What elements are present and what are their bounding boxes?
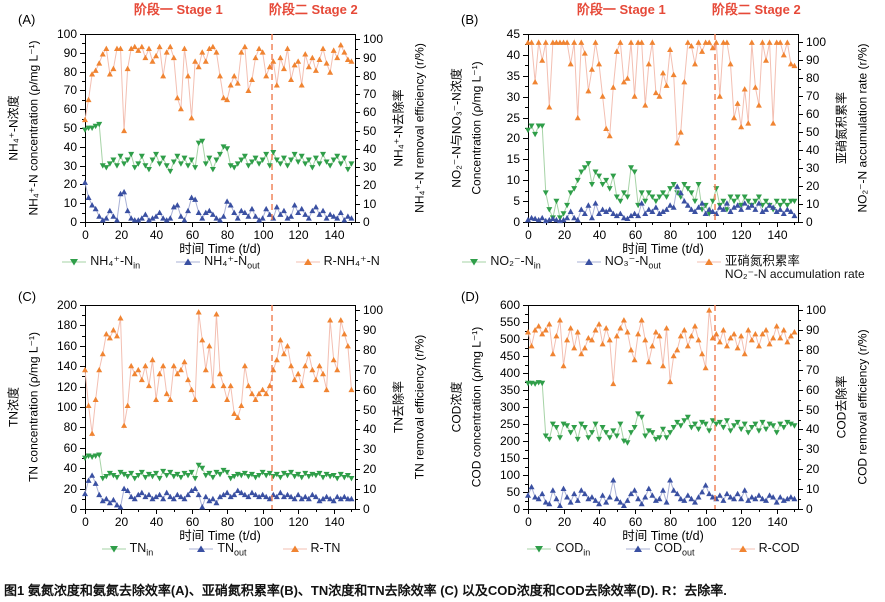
legend-item-A-in: NH₄⁺-Nin xyxy=(62,254,140,273)
legend-item-A-rate: R-NH₄⁺-N xyxy=(295,254,380,268)
rate-series-marker-icon xyxy=(295,258,320,265)
panel-A-legend: NH₄⁺-Nin NH₄⁺-Nout R-NH₄⁺-N xyxy=(62,254,380,282)
legend-item-A-out: NH₄⁺-Nout xyxy=(176,254,260,273)
in-series-marker-icon xyxy=(527,546,552,553)
legend-label-line2: NO₂⁻-N accumulation rate xyxy=(724,267,865,281)
rate-series-marker-icon xyxy=(730,545,755,552)
legend-label: NH₄⁺-Nin xyxy=(90,254,141,271)
out-series-marker-icon xyxy=(189,545,214,552)
out-series-marker-icon xyxy=(576,258,601,265)
out-series-marker-icon xyxy=(626,545,651,552)
legend-item-C-in: TNin xyxy=(101,541,154,560)
legend-label: TNout xyxy=(217,541,247,558)
legend-item-B-out: NO₃⁻-Nout xyxy=(576,254,661,273)
legend-item-C-out: TNout xyxy=(189,541,247,560)
panel-D-chart xyxy=(442,287,885,543)
legend-label: CODout xyxy=(654,541,695,558)
legend-item-B-rate: 亚硝氮积累率 NO₂⁻-N accumulation rate xyxy=(696,254,865,281)
in-series-marker-icon xyxy=(462,259,487,266)
panel-B-chart xyxy=(442,0,885,256)
figure-caption: 图1 氨氮浓度和氨氮去除效率(A)、亚硝氮积累率(B)、TN浓度和TN去除效率 … xyxy=(4,583,727,598)
panel-grid: NH₄⁺-Nin NH₄⁺-Nout R-NH₄⁺-N NO₂⁻-Nin NO₃⁻-N… xyxy=(0,0,885,574)
panel-B-legend: NO₂⁻-Nin NO₃⁻-Nout 亚硝氮积累率 NO₂⁻-N accumulati… xyxy=(462,254,865,282)
out-series-marker-icon xyxy=(176,258,201,265)
legend-label: R-TN xyxy=(310,541,341,555)
legend-item-B-in: NO₂⁻-Nin xyxy=(462,254,541,273)
rate-series-marker-icon xyxy=(696,258,721,265)
in-series-marker-icon xyxy=(101,546,126,553)
legend-label: NH₄⁺-Nout xyxy=(204,254,260,271)
legend-label: CODin xyxy=(555,541,591,558)
panel-B: NO₂⁻-Nin NO₃⁻-Nout 亚硝氮积累率 NO₂⁻-N accumulati… xyxy=(442,0,885,287)
panel-A-chart xyxy=(0,0,442,256)
legend-label: 亚硝氮积累率 NO₂⁻-N accumulation rate xyxy=(724,254,865,281)
panel-A: NH₄⁺-Nin NH₄⁺-Nout R-NH₄⁺-N xyxy=(0,0,442,287)
rate-series-marker-icon xyxy=(282,545,307,552)
in-series-marker-icon xyxy=(62,259,87,266)
legend-label: R-COD xyxy=(758,541,800,555)
legend-item-D-in: CODin xyxy=(527,541,590,560)
panel-D: CODin CODout R-COD xyxy=(442,287,885,574)
legend-label: R-NH₄⁺-N xyxy=(323,254,380,268)
legend-item-C-rate: R-TN xyxy=(282,541,341,555)
panel-C-legend: TNin TNout R-TN xyxy=(101,541,341,569)
panel-C-chart xyxy=(0,287,442,543)
legend-label: NO₃⁻-Nout xyxy=(604,254,661,271)
legend-label: NO₂⁻-Nin xyxy=(490,254,541,271)
legend-label: TNin xyxy=(129,541,154,558)
panel-D-legend: CODin CODout R-COD xyxy=(527,541,800,569)
panel-C: TNin TNout R-TN xyxy=(0,287,442,574)
legend-item-D-rate: R-COD xyxy=(730,541,800,555)
legend-item-D-out: CODout xyxy=(626,541,695,560)
